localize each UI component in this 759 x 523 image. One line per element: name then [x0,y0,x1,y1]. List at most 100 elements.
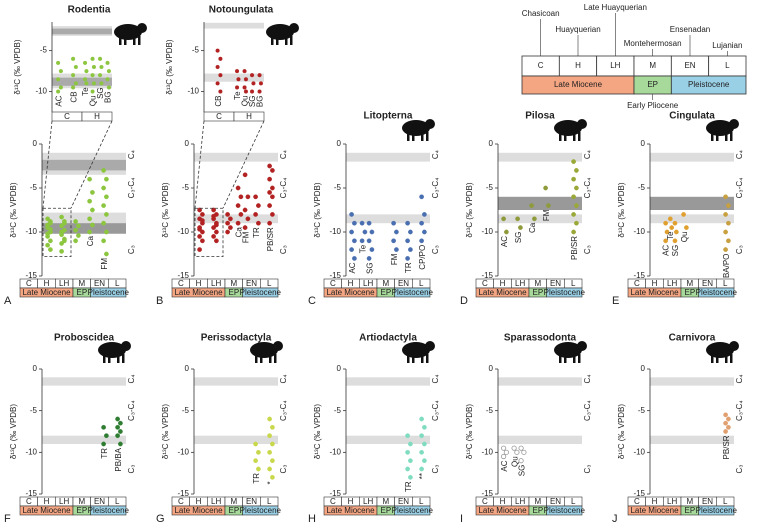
stage-label: L [725,61,730,70]
data-point [405,220,410,226]
animal-silhouette [716,354,719,363]
epoch-label: Late Miocene [174,288,223,297]
data-point [236,77,241,82]
data-point [408,229,413,235]
data-point [90,73,95,78]
y-tick-label: -5 [486,183,494,192]
isotope-band [346,214,430,224]
data-point [257,73,262,78]
stage-label: C [26,279,32,288]
data-point [235,185,241,191]
data-point [56,89,61,94]
epoch-label: Late Miocene [630,506,679,515]
epoch-box [394,287,431,298]
data-point [667,216,673,222]
stage-label: L [267,279,272,288]
data-point [214,222,219,228]
data-point [256,203,261,208]
data-point [267,449,272,455]
animal-silhouette [421,354,424,363]
data-point [419,238,424,244]
data-point [405,238,410,244]
data-point [419,194,424,200]
data-point [197,234,202,239]
data-point [267,220,272,226]
stage-label: H [196,497,202,506]
data-point [215,64,220,70]
data-point [422,458,427,464]
stage-label: EN [398,497,409,506]
stage-label: LH [59,279,69,288]
zone-label: C₃-C₄ [583,400,592,421]
data-point [674,229,679,235]
y-tick-label: -10 [329,227,341,236]
y-tick-label: -5 [638,406,646,415]
data-point [218,73,223,78]
group-label: ** [418,473,427,479]
animal-silhouette [274,354,277,363]
isotope-band [194,377,278,386]
y-tick-label: -5 [638,183,646,192]
zone-label: C₄ [431,150,440,159]
group-label: * [266,481,275,484]
data-point [90,190,95,195]
data-point [98,73,103,78]
isotope-band [650,435,734,444]
zone-label: C₃ [431,464,440,473]
stage-label: EN [550,279,561,288]
data-point [362,229,368,235]
data-point [270,441,275,447]
y-tick-label: -15 [329,489,341,498]
epoch-label: EP [228,506,239,515]
zoom-box [42,207,72,258]
stage-label: EN [702,279,713,288]
panel-letter: G [156,513,165,523]
data-point [422,441,427,447]
stage-label: H [348,497,354,506]
animal-silhouette [289,23,299,33]
data-point [90,222,95,228]
data-point [270,424,275,430]
y-tick-label: -5 [334,406,342,415]
data-point [574,220,579,226]
stage-label: H [196,279,202,288]
group-label: Qu [680,232,689,243]
stage-label: LH [610,61,620,70]
y-tick-label: -5 [40,46,48,55]
group-label: Qu [240,96,249,107]
isotope-band [204,22,264,29]
data-point [228,225,233,230]
data-point [71,85,76,90]
data-point [726,203,731,208]
zone-label: C₃-C₄ [279,400,288,421]
animal-silhouette [564,132,567,141]
data-point [48,238,53,244]
group-label: SG [96,87,105,99]
stage-label: LH [515,279,525,288]
epoch-label: Pleistocene [696,506,738,515]
panel-title: Litopterna [364,111,413,122]
animal-silhouette [412,132,415,141]
data-point [366,256,372,261]
data-point [723,429,728,434]
stage-name: Late Huayquerian [584,3,647,12]
data-point [83,60,88,65]
data-point [672,220,678,226]
panel-letter: C [308,295,316,307]
data-point [105,77,110,82]
data-point [197,207,202,213]
epoch-full-name: Early Pliocene [627,101,679,110]
zone-label: C₃-C₄ [735,178,744,199]
y-tick-label: -15 [177,489,189,498]
y-tick-label: -15 [633,271,645,280]
animal-silhouette [407,354,410,363]
group-label: FM [390,253,399,265]
epoch-label: EP [532,506,543,515]
data-point [419,449,424,455]
y-tick-label: -10 [633,447,645,456]
epoch-box [90,287,127,298]
data-point [419,416,424,422]
panel-letter: H [308,513,316,523]
data-point [73,81,78,86]
epoch-label: Pleistocene [688,80,730,89]
